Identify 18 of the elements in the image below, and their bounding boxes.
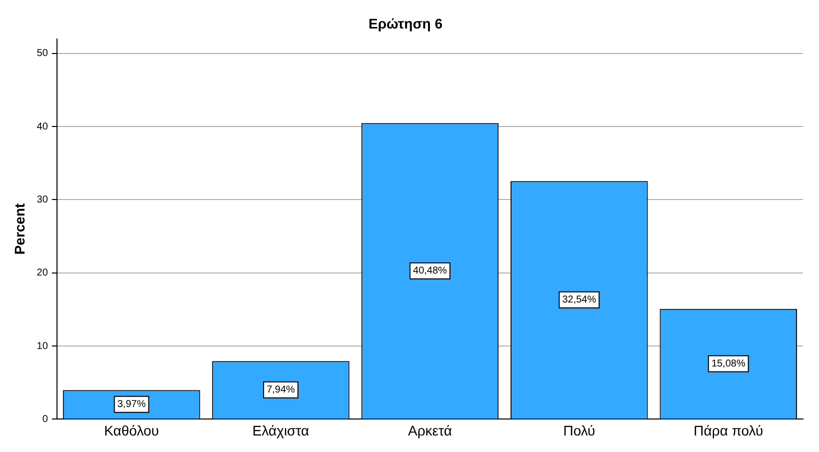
data-label: 7,94% — [266, 384, 296, 396]
chart-title: Ερώτηση 6 — [368, 15, 443, 32]
y-tick-label: 40 — [36, 121, 48, 132]
x-tick-label: Αρκετά — [408, 422, 452, 438]
data-label: 15,08% — [711, 358, 746, 370]
x-tick-label: Πολύ — [563, 422, 596, 438]
y-axis-title: Percent — [11, 202, 28, 255]
data-label: 3,97% — [117, 399, 146, 410]
x-tick-label: Ελάχιστα — [252, 422, 310, 438]
x-tick-label: Καθόλου — [104, 422, 159, 438]
x-tick-label: Πάρα πολύ — [694, 422, 764, 438]
y-tick-label: 0 — [42, 414, 48, 425]
y-tick-label: 50 — [36, 48, 48, 60]
y-tick-label: 10 — [36, 340, 48, 352]
y-tick-label: 20 — [36, 268, 48, 279]
data-label: 40,48% — [413, 266, 448, 277]
data-label: 32,54% — [562, 294, 596, 306]
y-tick-label: 30 — [36, 194, 48, 206]
